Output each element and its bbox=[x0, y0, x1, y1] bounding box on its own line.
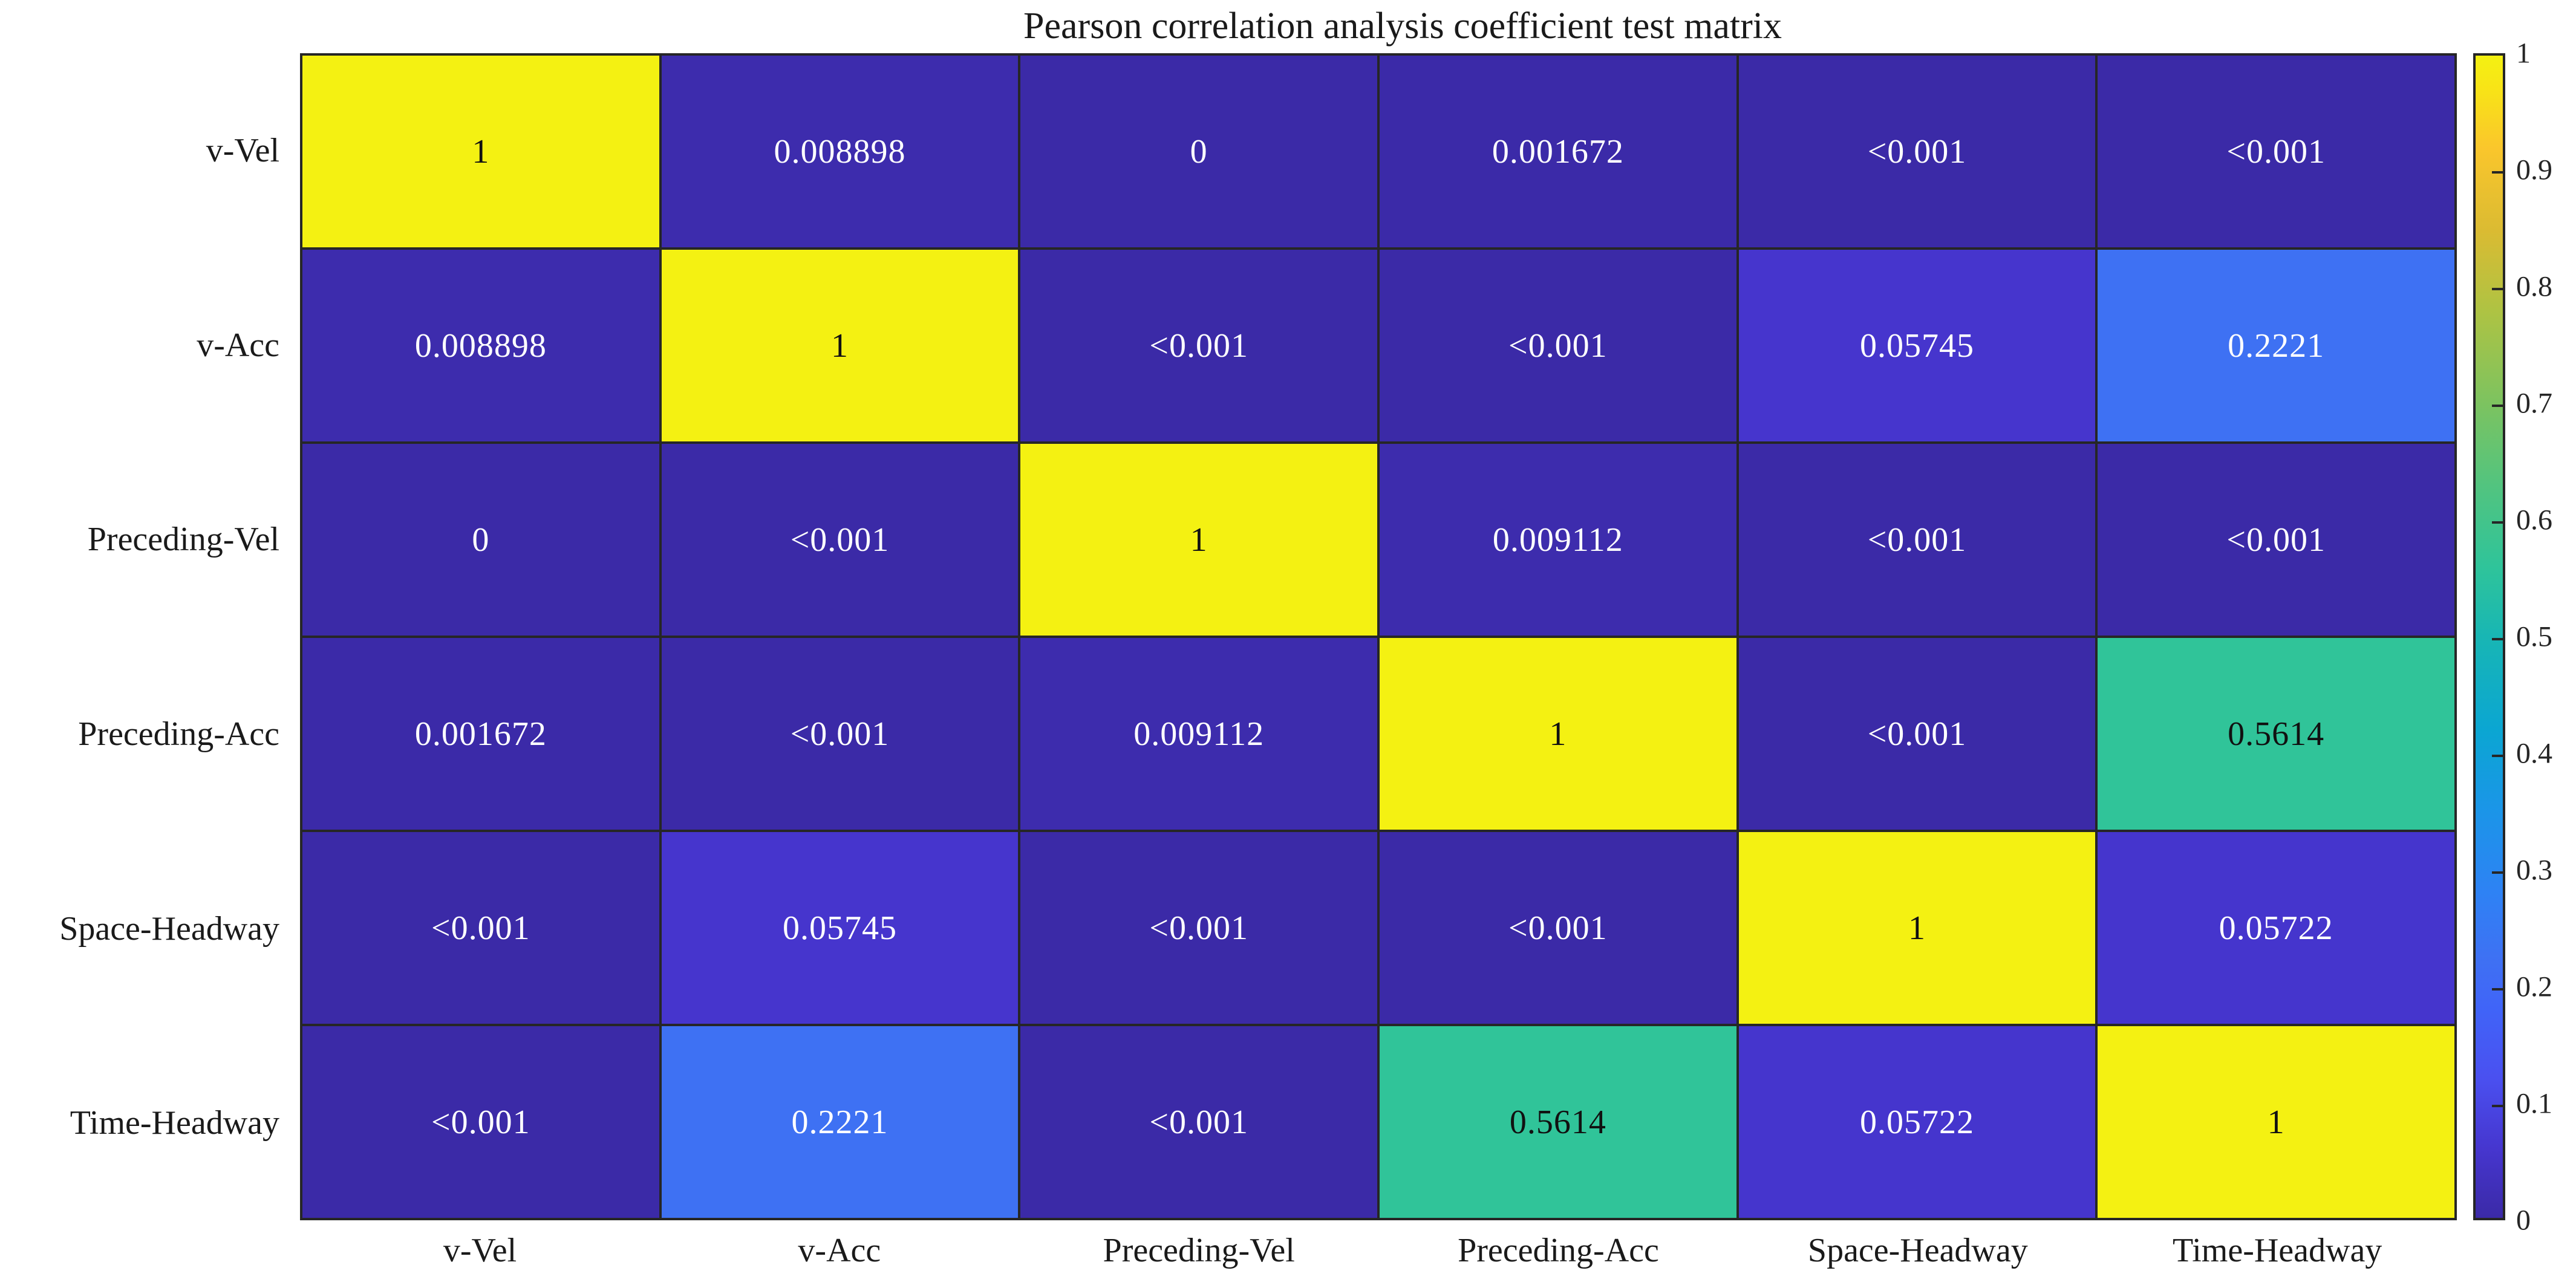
y-axis-label: v-Acc bbox=[197, 326, 279, 364]
y-axis-label: Time-Headway bbox=[70, 1104, 279, 1142]
x-axis-label: Time-Headway bbox=[2173, 1232, 2382, 1269]
colorbar-tick bbox=[2492, 1105, 2503, 1107]
colorbar-tick-label: 0.3 bbox=[2516, 854, 2552, 886]
heatmap-cell: <0.001 bbox=[1020, 1026, 1377, 1218]
heatmap-cell: <0.001 bbox=[1738, 444, 2096, 636]
heatmap-cell: <0.001 bbox=[1020, 250, 1377, 441]
x-axis-label: Preceding-Vel bbox=[1103, 1232, 1295, 1269]
heatmap-cell: 1 bbox=[1380, 638, 1736, 830]
heatmap-cell: 0.05745 bbox=[661, 832, 1019, 1024]
heatmap-cell: <0.001 bbox=[1020, 832, 1377, 1024]
colorbar-tick bbox=[2492, 171, 2503, 174]
heatmap-cell: <0.001 bbox=[302, 1026, 659, 1218]
colorbar-tick bbox=[2492, 521, 2503, 524]
colorbar bbox=[2473, 53, 2505, 1220]
heatmap-cell: 0.008898 bbox=[661, 56, 1019, 247]
heatmap-cell: <0.001 bbox=[2098, 444, 2454, 636]
x-axis-label: v-Vel bbox=[443, 1232, 517, 1269]
heatmap-cell: 0.009112 bbox=[1380, 444, 1736, 636]
heatmap-cell: <0.001 bbox=[661, 444, 1019, 636]
heatmap-cell: <0.001 bbox=[1380, 832, 1736, 1024]
heatmap-cell: <0.001 bbox=[1380, 250, 1736, 441]
heatmap-cell: <0.001 bbox=[2098, 56, 2454, 247]
y-axis-label: Space-Headway bbox=[59, 909, 279, 948]
colorbar-tick bbox=[2492, 288, 2503, 290]
heatmap-cell: 0 bbox=[302, 444, 659, 636]
heatmap-cell: 0.2221 bbox=[2098, 250, 2454, 441]
colorbar-tick-label: 1 bbox=[2516, 37, 2531, 70]
heatmap-cell: 0.009112 bbox=[1020, 638, 1377, 830]
heatmap-cell: 0.008898 bbox=[302, 250, 659, 441]
y-axis-label: v-Vel bbox=[206, 131, 279, 169]
heatmap-cell: 0.05722 bbox=[2098, 832, 2454, 1024]
heatmap-cell: 0.001672 bbox=[1380, 56, 1736, 247]
y-axis-label: Preceding-Vel bbox=[87, 521, 279, 559]
colorbar-tick-label: 0.2 bbox=[2516, 971, 2552, 1003]
colorbar-tick-label: 0.1 bbox=[2516, 1087, 2552, 1120]
colorbar-tick-label: 0.4 bbox=[2516, 737, 2552, 770]
colorbar-tick-label: 0.5 bbox=[2516, 620, 2552, 653]
colorbar-tick-label: 0 bbox=[2516, 1204, 2531, 1237]
colorbar-tick bbox=[2492, 638, 2503, 640]
heatmap-cell: 0.05745 bbox=[1738, 250, 2096, 441]
heatmap-cell: 0.5614 bbox=[1380, 1026, 1736, 1218]
heatmap-cell: 0.05722 bbox=[1738, 1026, 2096, 1218]
heatmap-matrix: 1 0.008898 0 0.001672 <0.001 <0.001 0.008898 1 <… bbox=[300, 53, 2457, 1220]
heatmap-cell: 1 bbox=[1020, 444, 1377, 636]
heatmap-cell: <0.001 bbox=[1738, 56, 2096, 247]
heatmap-cell: 1 bbox=[302, 56, 659, 247]
colorbar-tick-label: 0.8 bbox=[2516, 270, 2552, 303]
heatmap-cell: 0.001672 bbox=[302, 638, 659, 830]
heatmap-cell: 1 bbox=[661, 250, 1019, 441]
colorbar-tick bbox=[2492, 988, 2503, 990]
x-axis-label: Space-Headway bbox=[1807, 1232, 2028, 1269]
chart-title: Pearson correlation analysis coefficient… bbox=[1023, 5, 1782, 47]
heatmap-cell: 0 bbox=[1020, 56, 1377, 247]
colorbar-tick-label: 0.6 bbox=[2516, 504, 2552, 536]
heatmap-cell: 1 bbox=[1738, 832, 2096, 1024]
colorbar-tick-label: 0.7 bbox=[2516, 387, 2552, 420]
heatmap-cell: <0.001 bbox=[661, 638, 1019, 830]
heatmap-cell: <0.001 bbox=[1738, 638, 2096, 830]
y-axis-label: Preceding-Acc bbox=[78, 715, 279, 753]
colorbar-tick bbox=[2492, 871, 2503, 874]
colorbar-tick bbox=[2492, 755, 2503, 757]
heatmap-cell: 0.2221 bbox=[661, 1026, 1019, 1218]
x-axis-label: Preceding-Acc bbox=[1458, 1232, 1659, 1269]
colorbar-tick-label: 0.9 bbox=[2516, 154, 2552, 186]
heatmap-cell: <0.001 bbox=[302, 832, 659, 1024]
heatmap-cell: 1 bbox=[2098, 1026, 2454, 1218]
colorbar-tick bbox=[2492, 405, 2503, 407]
heatmap-cell: 0.5614 bbox=[2098, 638, 2454, 830]
x-axis-label: v-Acc bbox=[798, 1232, 881, 1269]
